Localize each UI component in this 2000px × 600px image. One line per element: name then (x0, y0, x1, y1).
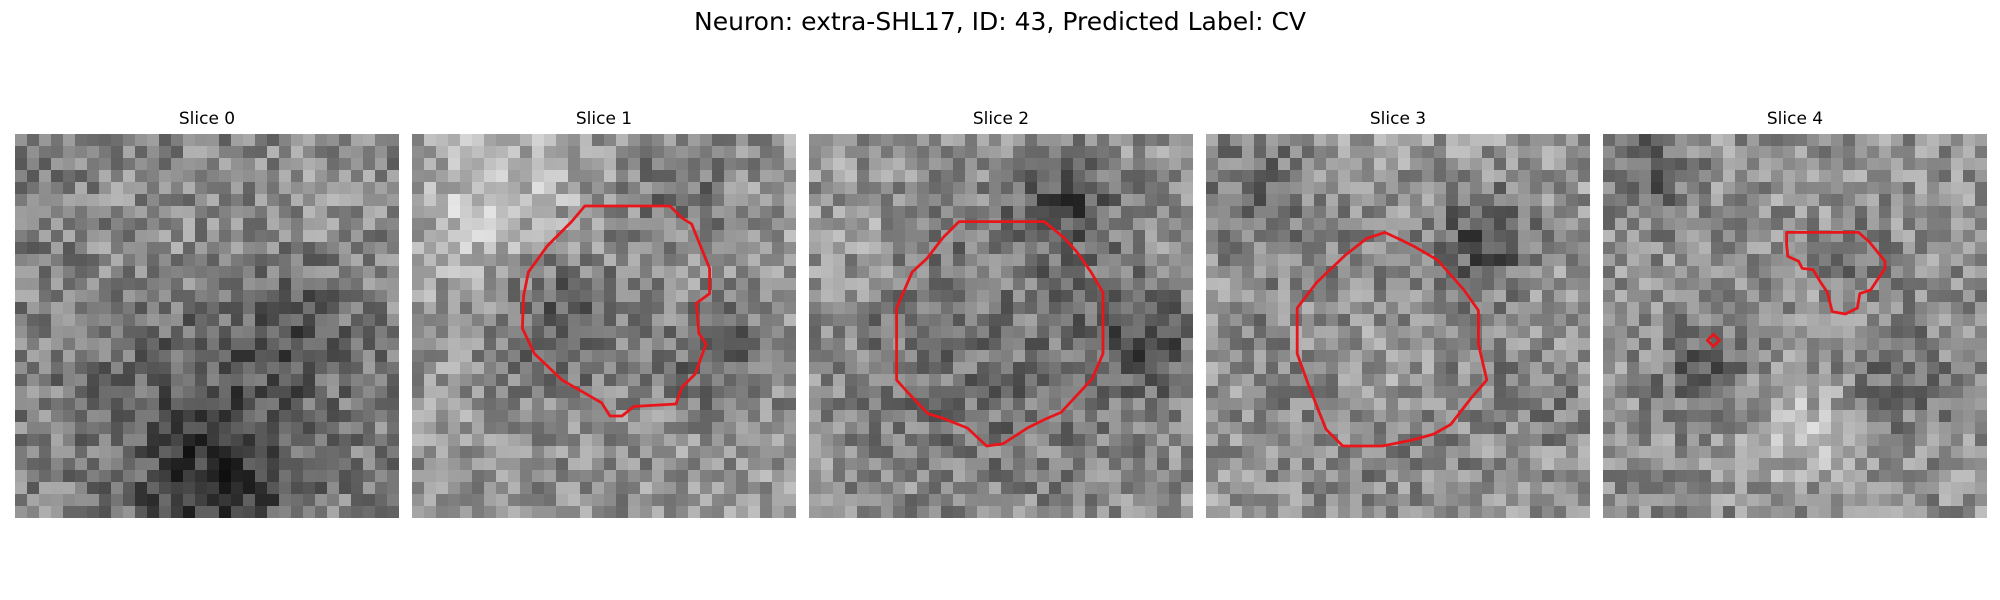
slice-title: Slice 2 (809, 107, 1193, 131)
slice-image (1206, 134, 1590, 518)
panel-slice-0: Slice 0 (15, 107, 399, 131)
slice-image (809, 134, 1193, 518)
slice-image (412, 134, 796, 518)
slice-title: Slice 0 (15, 107, 399, 131)
slice-image (1603, 134, 1987, 518)
pixel-grid (809, 134, 1193, 518)
pixel-grid (1206, 134, 1590, 518)
slice-title: Slice 4 (1603, 107, 1987, 131)
figure-title: Neuron: extra-SHL17, ID: 43, Predicted L… (0, 7, 2000, 36)
slice-title: Slice 1 (412, 107, 796, 131)
pixel-grid (1603, 134, 1987, 518)
pixel-grid (15, 134, 399, 518)
slice-title: Slice 3 (1206, 107, 1590, 131)
panel-slice-2: Slice 2 (809, 107, 1193, 131)
panel-slice-3: Slice 3 (1206, 107, 1590, 131)
panel-slice-1: Slice 1 (412, 107, 796, 131)
panel-slice-4: Slice 4 (1603, 107, 1987, 131)
pixel-grid (412, 134, 796, 518)
slice-image (15, 134, 399, 518)
